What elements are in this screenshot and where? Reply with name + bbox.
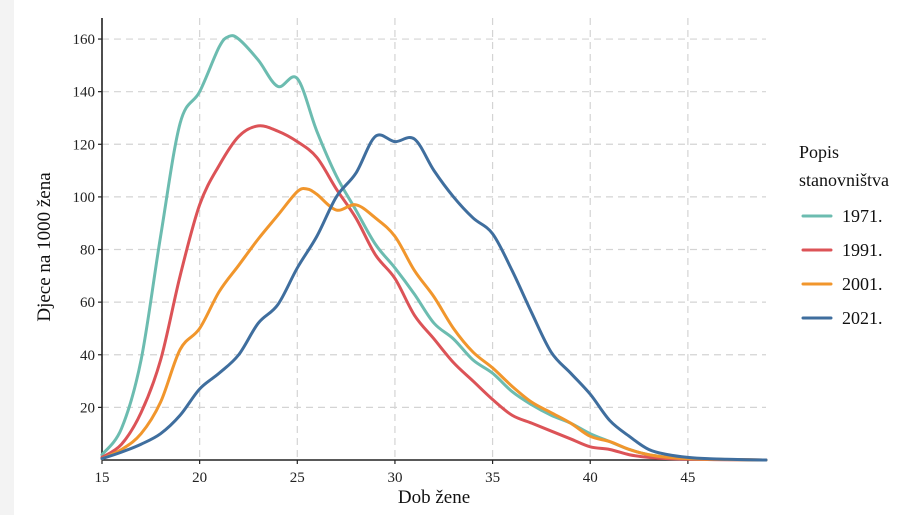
series-line-2021 <box>100 133 768 462</box>
chart: 15 20 25 30 35 40 45 20 40 60 80 100 120 140 160 Dob ž… <box>34 18 889 508</box>
y-axis-title: Djece na 1000 žena <box>34 172 55 322</box>
tick-labels: 15 20 25 30 35 40 45 20 40 60 80 100 120 140 160 <box>73 32 696 486</box>
legend-label-1971: 1971. <box>842 206 883 226</box>
x-tick-label-20: 20 <box>192 470 207 486</box>
x-tick-label-30: 30 <box>387 470 402 486</box>
x-tick-label-15: 15 <box>95 470 110 486</box>
chart-frame: 15 20 25 30 35 40 45 20 40 60 80 100 120 140 160 Dob ž… <box>14 0 923 515</box>
legend-label-2001: 2001. <box>842 274 883 294</box>
legend: Popis stanovništva 1971. 1991. 2001. 2021. <box>799 142 889 328</box>
legend-label-1991: 1991. <box>842 240 883 260</box>
series-lines <box>100 34 768 462</box>
y-tick-label-80: 80 <box>80 243 95 259</box>
series-line-1991 <box>100 124 768 462</box>
series-line-1971 <box>100 34 768 462</box>
x-tick-label-25: 25 <box>290 470 305 486</box>
x-tick-label-40: 40 <box>583 470 598 486</box>
legend-label-2021: 2021. <box>842 308 883 328</box>
legend-items: 1971. 1991. 2001. 2021. <box>801 206 883 328</box>
y-tick-label-60: 60 <box>80 295 95 311</box>
y-tick-label-120: 120 <box>73 137 96 153</box>
x-axis-title: Dob žene <box>398 487 470 508</box>
x-tick-label-45: 45 <box>680 470 695 486</box>
legend-title-line-2: stanovništva <box>799 170 889 190</box>
y-tick-label-20: 20 <box>80 400 95 416</box>
series-line-2001 <box>100 186 768 462</box>
legend-title-line-1: Popis <box>799 142 839 162</box>
x-tick-label-35: 35 <box>485 470 500 486</box>
y-tick-label-40: 40 <box>80 348 95 364</box>
y-tick-label-100: 100 <box>73 190 96 206</box>
axes <box>98 18 766 464</box>
y-tick-label-160: 160 <box>73 32 96 48</box>
y-tick-label-140: 140 <box>73 85 96 101</box>
